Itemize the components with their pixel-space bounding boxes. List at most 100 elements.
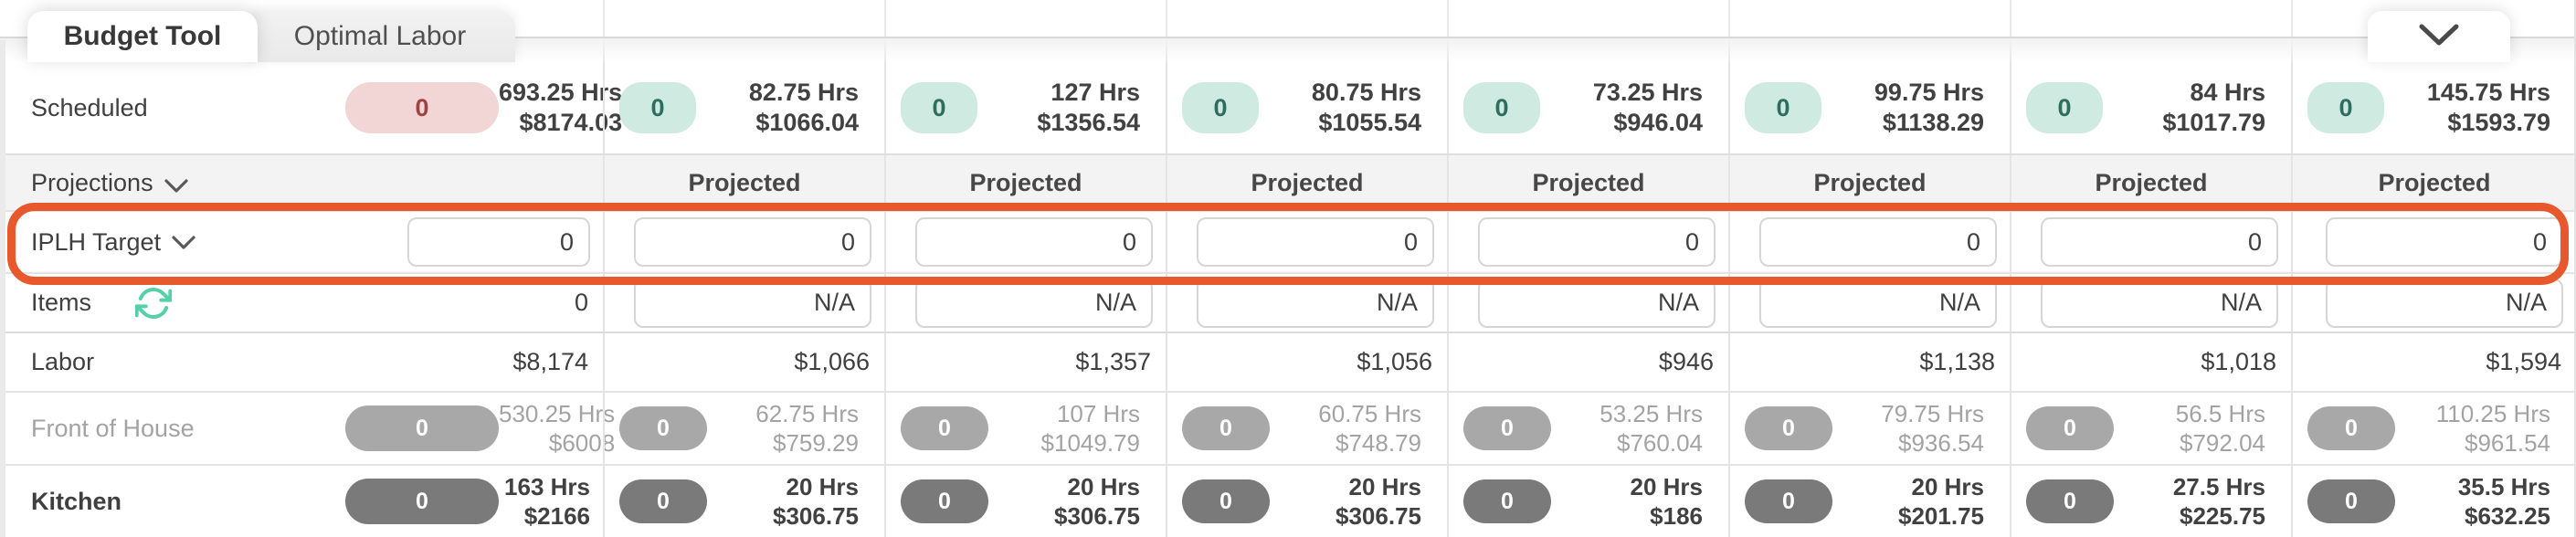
scheduled-day-badge: 0 — [2307, 82, 2384, 133]
scheduled-day-value: 80.75 Hrs $1055.54 — [1311, 79, 1421, 136]
iplh-target-dropdown[interactable]: IPLH Target — [31, 228, 195, 257]
tab-budget-tool[interactable]: Budget Tool — [27, 11, 258, 62]
iplh-target-input[interactable] — [1478, 217, 1716, 267]
kitchen-day-value: 35.5 Hrs $632.25 — [2457, 473, 2550, 530]
labor-day-value: $1,138 — [1919, 348, 1995, 375]
scheduled-day-badge: 0 — [619, 82, 696, 133]
items-input[interactable] — [1759, 278, 1997, 328]
labor-total-value: $8,174 — [512, 348, 588, 375]
labor-label: Labor — [31, 348, 95, 375]
scheduled-row: Scheduled 0 693.25 Hrs $8174.03 0 82.75 Hr… — [0, 62, 2574, 155]
projected-column-header: Projected — [884, 155, 1166, 210]
kitchen-day-badge: 0 — [901, 479, 988, 523]
iplh-target-input[interactable] — [2326, 217, 2563, 267]
labor-day-value: $1,018 — [2201, 348, 2276, 375]
kitchen-day-value: 20 Hrs $201.75 — [1898, 473, 1984, 530]
labor-day-value: $946 — [1658, 348, 1714, 375]
scheduled-day-badge: 0 — [1182, 82, 1259, 133]
foh-day-value: 79.75 Hrs $936.54 — [1881, 400, 1984, 457]
kitchen-total-value: 163 Hrs $2166 — [504, 473, 590, 530]
kitchen-day-badge: 0 — [1745, 479, 1832, 523]
items-input[interactable] — [1478, 278, 1716, 328]
tab-optimal-labor-label: Optimal Labor — [293, 21, 467, 51]
iplh-target-input[interactable] — [1759, 217, 1997, 267]
scheduled-day-badge: 0 — [901, 82, 977, 133]
front-of-house-row: Front of House 0 530.25 Hrs $6008 0 62.75 … — [0, 393, 2574, 466]
foh-day-value: 110.25 Hrs $961.54 — [2435, 400, 2550, 457]
tab-optimal-labor[interactable]: Optimal Labor — [245, 11, 515, 62]
scheduled-day-value: 145.75 Hrs $1593.79 — [2426, 79, 2550, 136]
iplh-target-label: IPLH Target — [31, 227, 162, 256]
scheduled-day-value: 73.25 Hrs $946.04 — [1592, 79, 1703, 136]
panel-left-edge — [0, 40, 5, 537]
foh-day-badge: 0 — [619, 406, 707, 450]
projections-header-row: Projections Projected Projected Projecte… — [0, 155, 2574, 212]
foh-day-badge: 0 — [901, 406, 988, 450]
iplh-target-input[interactable] — [915, 217, 1153, 267]
scheduled-day-badge: 0 — [1463, 82, 1540, 133]
scheduled-day-badge: 0 — [1745, 82, 1821, 133]
kitchen-day-badge: 0 — [619, 479, 707, 523]
scheduled-day-badge: 0 — [2026, 82, 2103, 133]
items-input[interactable] — [2041, 278, 2278, 328]
kitchen-day-value: 20 Hrs $306.75 — [1054, 473, 1140, 530]
kitchen-day-badge: 0 — [2026, 479, 2114, 523]
labor-day-value: $1,056 — [1357, 348, 1432, 375]
tab-strip: Optimal Labor Budget Tool — [0, 0, 2574, 62]
chevron-down-icon — [172, 235, 195, 255]
kitchen-label: Kitchen — [31, 487, 122, 515]
items-total-value: 0 — [574, 289, 588, 316]
tab-budget-tool-label: Budget Tool — [63, 21, 222, 51]
iplh-target-input[interactable] — [634, 217, 871, 267]
items-input[interactable] — [1197, 278, 1434, 328]
iplh-target-input[interactable] — [2041, 217, 2278, 267]
iplh-target-input[interactable] — [1197, 217, 1434, 267]
items-input[interactable] — [2326, 278, 2563, 328]
scheduled-day-value: 127 Hrs $1356.54 — [1037, 79, 1140, 136]
projected-column-header: Projected — [1728, 155, 2010, 210]
projections-label: Projections — [31, 168, 153, 196]
collapse-panel-button[interactable] — [2368, 11, 2510, 62]
foh-day-value: 60.75 Hrs $748.79 — [1318, 400, 1421, 457]
foh-day-value: 107 Hrs $1049.79 — [1040, 400, 1140, 457]
kitchen-day-value: 20 Hrs $306.75 — [1336, 473, 1421, 530]
projected-column-header: Projected — [1447, 155, 1728, 210]
tab-strip-divider — [0, 37, 2574, 38]
projected-column-header: Projected — [2010, 155, 2291, 210]
scheduled-day-value: 99.75 Hrs $1138.29 — [1874, 79, 1984, 136]
scheduled-label: Scheduled — [31, 93, 148, 121]
items-input[interactable] — [915, 278, 1153, 328]
front-of-house-label: Front of House — [31, 414, 195, 442]
kitchen-day-badge: 0 — [1182, 479, 1270, 523]
projected-column-header: Projected — [2291, 155, 2576, 210]
kitchen-day-badge: 0 — [2307, 479, 2395, 523]
kitchen-day-value: 20 Hrs $306.75 — [773, 473, 859, 530]
labor-day-value: $1,357 — [1075, 348, 1151, 375]
foh-total-badge: 0 — [345, 405, 499, 451]
foh-day-value: 56.5 Hrs $792.04 — [2175, 400, 2265, 457]
scheduled-total-value: 693.25 Hrs $8174.03 — [499, 79, 623, 136]
foh-day-badge: 0 — [1463, 406, 1551, 450]
projected-column-header: Projected — [1166, 155, 1447, 210]
foh-day-badge: 0 — [2307, 406, 2395, 450]
refresh-icon[interactable] — [135, 285, 173, 321]
items-row: Items 0 — [0, 274, 2574, 333]
foh-day-badge: 0 — [2026, 406, 2114, 450]
iplh-target-row: IPLH Target — [0, 212, 2574, 274]
scheduled-day-value: 84 Hrs $1017.79 — [2162, 79, 2265, 136]
kitchen-day-value: 20 Hrs $186 — [1630, 473, 1704, 530]
scheduled-total-alert-badge: 0 — [345, 82, 499, 133]
projected-column-header: Projected — [603, 155, 884, 210]
column-gridlines — [0, 0, 2574, 62]
items-input[interactable] — [634, 278, 871, 328]
kitchen-total-badge: 0 — [345, 479, 499, 524]
chevron-down-icon — [164, 172, 188, 200]
labor-day-value: $1,594 — [2486, 348, 2561, 375]
foh-day-value: 62.75 Hrs $759.29 — [755, 400, 859, 457]
projections-dropdown[interactable]: Projections — [31, 166, 188, 200]
kitchen-day-value: 27.5 Hrs $225.75 — [2172, 473, 2265, 530]
foh-day-value: 53.25 Hrs $760.04 — [1599, 400, 1703, 457]
iplh-target-total-input[interactable] — [407, 217, 590, 267]
